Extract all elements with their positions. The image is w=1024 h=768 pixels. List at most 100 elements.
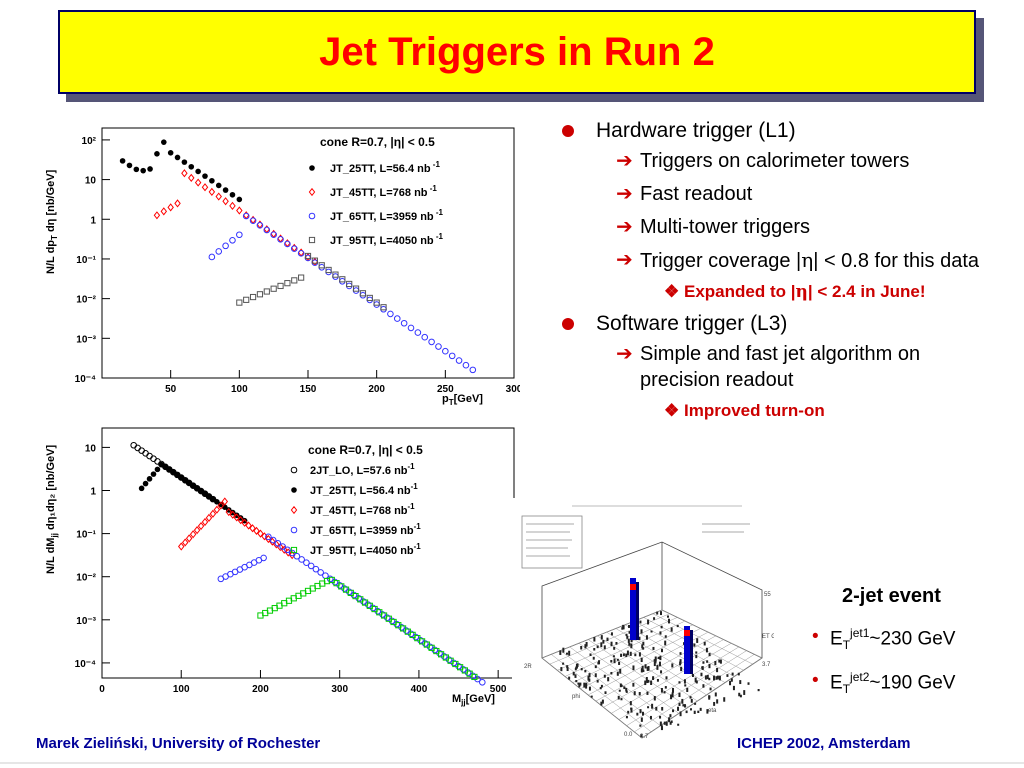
svg-text:3.7: 3.7 <box>640 734 649 740</box>
plot2-data-point <box>146 476 153 482</box>
plot1-ytick-label: 10² <box>82 136 97 147</box>
plot1-data-point <box>202 173 208 179</box>
sub-bullet-coverage: ➔ Trigger coverage |η| < 0.8 for this da… <box>560 247 980 274</box>
plot1-data-point <box>373 301 380 308</box>
plot2-data-point <box>376 609 383 616</box>
plot2-data-point <box>338 583 345 590</box>
plot2-data-point <box>269 536 277 544</box>
plot2-data-point <box>438 651 445 658</box>
plot2-data-point <box>205 513 213 522</box>
plot1-data-point <box>462 361 470 369</box>
plot2-data-point <box>194 485 200 492</box>
plot1-data-point <box>339 277 346 285</box>
plot2-data-point <box>385 615 392 622</box>
plot2-data-point <box>138 485 145 492</box>
plot2-data-point <box>202 490 208 497</box>
plot1-data-point <box>311 257 318 264</box>
plot1-data-point <box>469 366 477 374</box>
plot1-data-point <box>359 291 367 299</box>
plot2-data-point <box>361 599 369 606</box>
arrow-right-icon: ➔ <box>616 216 633 238</box>
plot1-data-point <box>332 273 339 280</box>
plot2-data-point <box>150 455 157 463</box>
plot2-data-point <box>142 450 149 457</box>
plot1-data-point <box>393 315 401 322</box>
plot1-legend-marker <box>309 165 315 171</box>
plot1-data-point <box>366 296 374 304</box>
plot2-data-point <box>170 469 177 475</box>
plot2-data-point <box>423 641 430 648</box>
svg-text:eta: eta <box>708 708 717 714</box>
plot2-data-point <box>210 496 216 502</box>
plot1-data-point <box>318 263 326 271</box>
plot2-data-point <box>307 562 315 570</box>
sub-bullet-text: Fast readout <box>640 183 753 205</box>
sub-bullet: ➔ Fast readout <box>560 181 1020 207</box>
plot1-data-point <box>400 319 408 327</box>
plot1-data-point <box>380 305 387 313</box>
plot1-data-point <box>201 183 209 192</box>
plot2-data-point <box>134 444 141 452</box>
plot2-ytick-label: 10 <box>85 443 97 454</box>
plot2-data-point <box>371 605 378 613</box>
sub-bullet-text: Multi-tower triggers <box>640 216 811 238</box>
plot1-data-point <box>249 217 257 224</box>
plot2-data-point <box>390 618 397 626</box>
plot2-ylabel: N/L dMjj dη₁dη₂ [nb/GeV] <box>45 444 59 574</box>
plot2-legend-marker <box>290 526 298 534</box>
plot1-data-point <box>222 242 229 250</box>
expanded-eta: η <box>795 282 808 302</box>
plot1-data-point <box>229 191 236 198</box>
plot2-data-point <box>206 493 212 500</box>
plot1-data-point <box>167 150 174 156</box>
sub-bullet-text: Triggers on calorimeter towers <box>640 150 910 172</box>
plot2-xlabel: Mjj[GeV] <box>452 693 495 707</box>
plot1-xtick-label: 200 <box>368 384 385 395</box>
plot1-data-point <box>284 280 291 287</box>
plot1-xlabel: pT[GeV] <box>442 393 483 407</box>
plot2-data-point <box>366 602 373 609</box>
plot1-data-point <box>147 166 153 172</box>
plot1-data-point <box>229 237 236 244</box>
plot2-data-point <box>225 507 233 517</box>
bullet-dot-icon <box>562 125 574 137</box>
plot2-legend-title: cone R=0.7, |η| < 0.5 <box>308 443 423 457</box>
plot2-data-point <box>138 447 145 454</box>
plot2-data-point <box>245 521 252 530</box>
event-display-image: 2R 55 ET GeV 3.7 phi eta 0.0 3.7 <box>512 498 783 740</box>
plot2-data-point <box>457 664 464 671</box>
plot2-data-point <box>447 657 454 664</box>
plot2-data-point <box>347 589 354 596</box>
plot1-ytick-label: 1 <box>90 215 96 226</box>
plot1-legend-title: cone R=0.7, |η| < 0.5 <box>320 135 435 149</box>
plot2-data-point <box>399 625 407 632</box>
plot2-ytick-label: 10⁻³ <box>76 616 96 627</box>
et-symbol: E <box>830 628 843 650</box>
plot2-data-point <box>130 441 137 449</box>
plot2-data-point <box>142 480 149 487</box>
plot1-data-point <box>215 182 222 189</box>
plot2-data-point <box>352 593 359 600</box>
diamond-bullet-icon: ❖ <box>664 282 680 301</box>
plot1-data-point <box>325 268 332 276</box>
bullet-list: Hardware trigger (L1) ➔ Triggers on calo… <box>560 118 1020 430</box>
plot1-data-point <box>325 266 332 274</box>
plot1-ytick-label: 10 <box>85 176 97 187</box>
svg-text:0.0: 0.0 <box>624 732 633 738</box>
plot2-ytick-label: 10⁻¹ <box>76 530 96 541</box>
jet1-sup: jet1 <box>850 626 870 640</box>
plot1-data-point <box>154 150 160 157</box>
plot1-data-point <box>448 352 456 360</box>
plot1-data-point <box>236 299 243 306</box>
et-symbol: E <box>830 672 843 694</box>
plot1-data-point <box>140 167 146 174</box>
plot2-data-point <box>177 542 185 551</box>
turnon-text: Improved turn-on <box>684 401 825 420</box>
plot1-data-point <box>359 290 367 297</box>
plot1-data-point <box>435 343 442 350</box>
plot2-data-point <box>233 513 240 522</box>
plot2-data-point <box>190 482 196 489</box>
plot2-ytick-label: 1 <box>90 487 96 498</box>
plot2-legend-label: 2JT_LO, L=57.6 nb-1 <box>310 462 415 477</box>
plot2-xtick-label: 0 <box>99 684 105 695</box>
